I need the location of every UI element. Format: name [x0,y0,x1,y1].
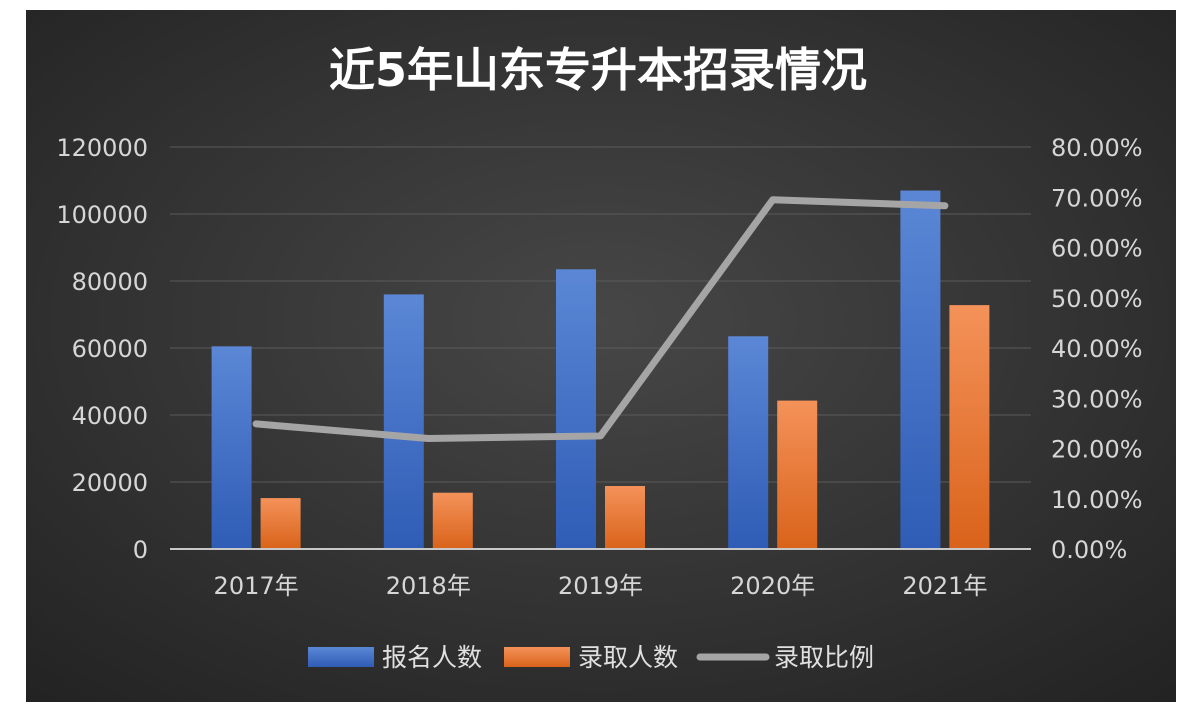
ratio-point [255,422,258,425]
legend-label: 报名人数 [382,643,482,672]
legend-swatch-admitted [504,647,570,667]
y-right-tick-label: 70.00% [1051,184,1143,212]
ratio-line [252,196,949,442]
bar-applicants [900,190,941,550]
y-left-tick-label: 100000 [56,201,148,229]
y-right-tick-label: 0.00% [1051,536,1127,564]
x-tick-label: 2018年 [386,572,471,600]
bar-applicants [383,294,424,549]
x-tick-label: 2021年 [902,572,987,600]
legend-label: 录取人数 [578,643,678,672]
y-right-tick-label: 60.00% [1051,235,1143,263]
bars [211,190,990,550]
bar-applicants [211,346,252,549]
y-right-tick-label: 20.00% [1051,436,1143,464]
y-left-tick-label: 20000 [72,469,148,497]
y-right-tick-label: 50.00% [1051,285,1143,313]
ratio-point [599,434,602,437]
bar-admitted [605,486,645,549]
bar-applicants [728,336,769,549]
y-right-tick-label: 30.00% [1051,385,1143,413]
bar-admitted [777,400,818,549]
axes: 0 20000 40000 60000 80000 100000 120000 0.00% 10… [56,134,1142,600]
bar-admitted [949,305,990,549]
y-left-tick-label: 60000 [72,335,148,363]
y-left-tick-label: 40000 [72,402,148,430]
legend-label: 录取比例 [774,643,874,672]
x-tick-label: 2019年 [558,572,643,600]
legend: 报名人数 录取人数 录取比例 [308,643,874,672]
bar-admitted [260,498,301,549]
bar-applicants [556,269,596,549]
y-right-tick-label: 40.00% [1051,335,1143,363]
legend-swatch-applicants [308,647,374,667]
y-left-tick-label: 120000 [56,134,148,162]
ratio-point [943,204,946,207]
ratio-point [427,437,430,440]
y-left-tick-label: 0 [133,536,148,564]
x-tick-label: 2017年 [214,572,299,600]
chart-title: 近5年山东专升本招录情况 [329,43,867,97]
y-left-tick-label: 80000 [72,268,148,296]
ratio-point [771,198,774,201]
gridlines [170,146,1031,483]
chart-panel: 近5年山东专升本招录情况 0 20000 40000 60000 80000 100000… [26,10,1176,702]
bar-admitted [432,492,473,549]
y-right-tick-label: 80.00% [1051,134,1143,162]
x-tick-label: 2020年 [730,572,815,600]
y-right-tick-label: 10.00% [1051,486,1143,514]
combo-chart: 近5年山东专升本招录情况 0 20000 40000 60000 80000 100000… [26,10,1176,702]
